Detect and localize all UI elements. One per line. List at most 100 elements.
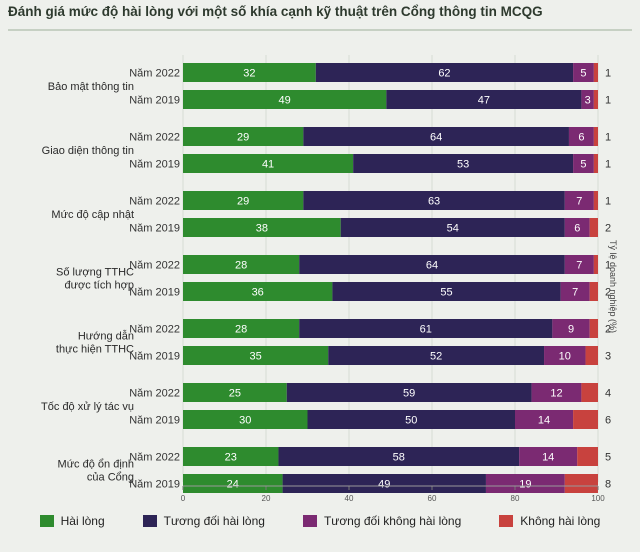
data-label: 19	[519, 479, 531, 491]
year-label: Năm 2019	[129, 415, 180, 427]
legend-swatch	[499, 515, 514, 527]
bar-segment	[573, 154, 594, 173]
data-label: 2	[605, 223, 611, 235]
data-label: 2	[605, 324, 611, 336]
year-label: Năm 2022	[129, 388, 180, 400]
bar-segment	[299, 255, 565, 274]
bar-segment	[560, 282, 590, 301]
legend-label: Tương đối không hài lòng	[323, 514, 462, 528]
data-label: 49	[279, 95, 291, 107]
data-label: 6	[605, 415, 611, 427]
bar-segment	[589, 319, 598, 338]
bar-segment	[286, 383, 532, 402]
data-label: 1	[605, 196, 611, 208]
bar-segment	[183, 282, 333, 301]
bar-segment	[183, 127, 304, 146]
year-label: Năm 2022	[129, 68, 180, 80]
bar-segment	[552, 319, 590, 338]
data-label: 1	[605, 260, 611, 272]
bar-segment	[515, 410, 574, 429]
bar-segment	[573, 63, 594, 82]
bar-segment	[544, 346, 586, 365]
year-label: Năm 2022	[129, 324, 180, 336]
legend-swatch	[142, 515, 157, 527]
bar-segment	[593, 63, 598, 82]
data-label: 38	[256, 223, 268, 235]
data-label: 5	[580, 68, 586, 80]
year-label: Năm 2022	[129, 132, 180, 144]
bar-segment	[386, 90, 582, 109]
bar-segment	[589, 218, 598, 237]
bar-segment	[183, 90, 387, 109]
data-label: 28	[235, 324, 247, 336]
bar-segment	[183, 410, 308, 429]
data-label: 47	[478, 95, 490, 107]
category-label: Tốc độ xử lý tác vụ	[41, 401, 134, 413]
bar-segment	[564, 191, 594, 210]
data-label: 7	[576, 260, 582, 272]
year-label: Năm 2019	[129, 159, 180, 171]
legend-item: Tương đối không hài lòng	[302, 514, 462, 528]
tick-label: 20	[262, 494, 271, 503]
data-label: 5	[580, 159, 586, 171]
data-label: 5	[605, 452, 611, 464]
bar-segment	[593, 255, 598, 274]
bar-segment	[564, 474, 598, 493]
bar-segment	[307, 410, 515, 429]
year-label: Năm 2019	[129, 479, 180, 491]
bar-segment	[568, 127, 594, 146]
bar-segment	[183, 319, 300, 338]
data-label: 55	[440, 287, 452, 299]
bar-segment	[589, 282, 598, 301]
legend-label: Hài lòng	[60, 514, 105, 528]
bar-segment	[593, 154, 598, 173]
category-label: Hướng dẫn	[78, 330, 134, 343]
data-label: 24	[227, 479, 239, 491]
data-label: 41	[262, 159, 274, 171]
legend-item: Hài lòng	[39, 514, 105, 528]
bar-segment	[328, 346, 545, 365]
bar-segment	[183, 218, 341, 237]
legend-label: Tương đối hài lòng	[163, 514, 265, 528]
bar-segment	[183, 447, 279, 466]
legend-item: Tương đối hài lòng	[142, 514, 265, 528]
bar-segment	[315, 63, 574, 82]
legend: Hài lòng Tương đối hài lòng Tương đối khôn…	[0, 514, 640, 528]
data-label: 64	[426, 260, 438, 272]
data-label: 28	[235, 260, 247, 272]
bar-segment	[585, 346, 598, 365]
bar-segment	[581, 383, 598, 402]
tick-label: 60	[428, 494, 437, 503]
bar-segment	[332, 282, 561, 301]
category-label: của Cổng	[87, 472, 134, 484]
category-label: được tích hợp	[65, 280, 135, 292]
data-label: 53	[457, 159, 469, 171]
data-label: 14	[542, 452, 554, 464]
bar-segment	[519, 447, 578, 466]
data-label: 7	[572, 287, 578, 299]
bar-segment	[183, 474, 283, 493]
category-label: Giao diện thông tin	[42, 145, 134, 157]
data-label: 12	[550, 388, 562, 400]
category-label: Mức độ ổn định	[58, 459, 134, 471]
bar-segment	[303, 191, 565, 210]
bar-segment	[183, 63, 316, 82]
data-label: 29	[237, 132, 249, 144]
data-label: 59	[403, 388, 415, 400]
data-label: 2	[605, 287, 611, 299]
data-label: 49	[378, 479, 390, 491]
bar-segment	[593, 90, 598, 109]
chart-title: Đánh giá mức độ hài lòng với một số khía…	[8, 4, 543, 19]
data-label: 6	[578, 132, 584, 144]
bar-segment	[303, 127, 569, 146]
bar-segment	[564, 255, 594, 274]
bar-segment	[531, 383, 582, 402]
bar-segment	[485, 474, 565, 493]
year-label: Năm 2019	[129, 287, 180, 299]
legend-swatch	[39, 515, 54, 527]
data-label: 58	[393, 452, 405, 464]
data-label: 32	[243, 68, 255, 80]
data-label: 4	[605, 388, 611, 400]
bar-segment	[183, 154, 354, 173]
